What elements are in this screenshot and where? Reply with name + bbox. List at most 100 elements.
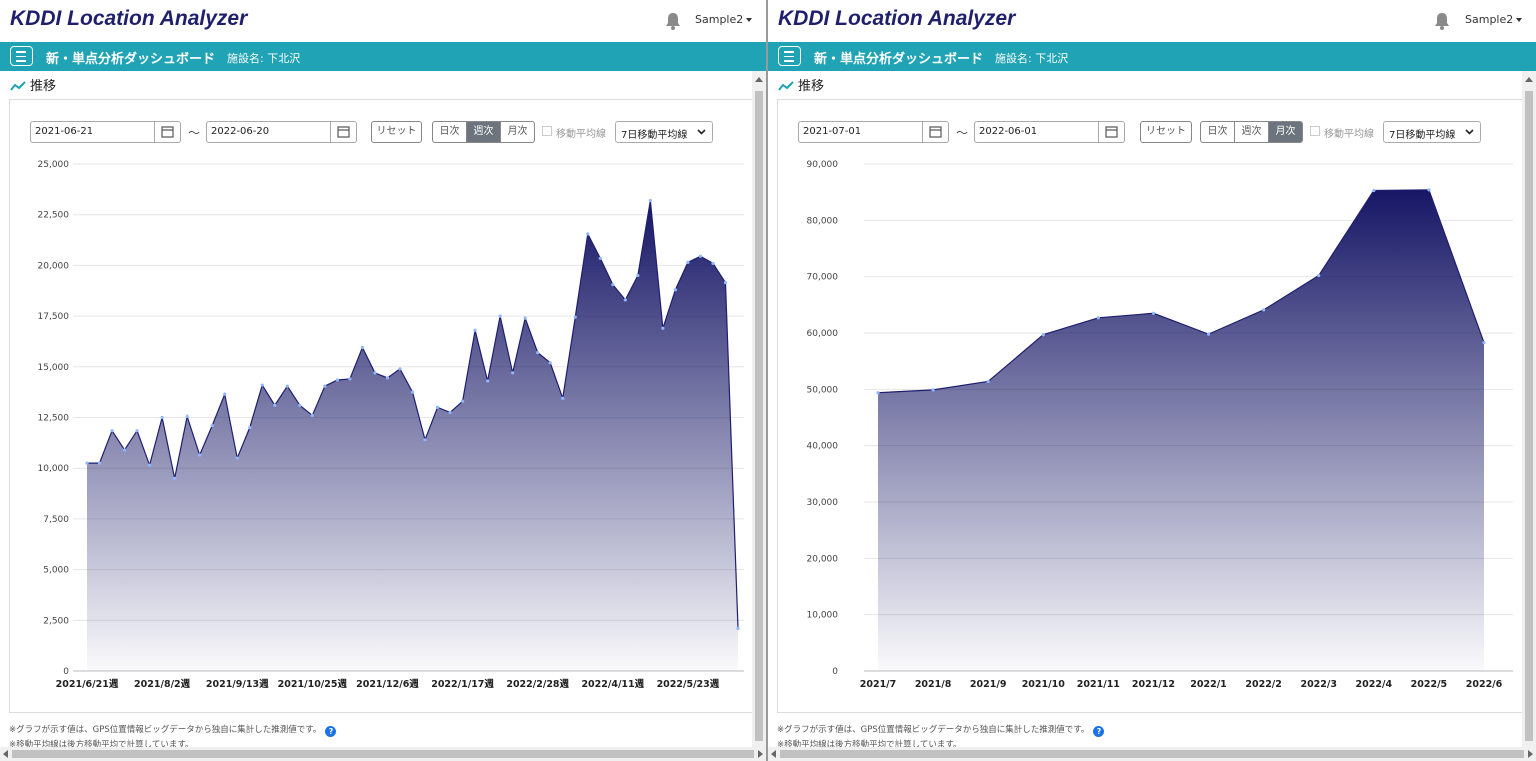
app-logo[interactable]: KDDI Location Analyzer: [778, 7, 1016, 30]
data-point: [561, 396, 565, 400]
main-content: 推移 2021-07-01 ～ 2022-06-01 リセット 日次 週次 月次: [768, 71, 1522, 747]
section-title: 推移: [778, 75, 824, 94]
granularity-daily[interactable]: 日次: [1207, 126, 1228, 137]
calendar-icon[interactable]: [1098, 122, 1124, 142]
data-point: [122, 448, 127, 452]
data-point: [298, 403, 302, 407]
top-bar: KDDI Location Analyzer Sample2: [768, 0, 1536, 42]
granularity-weekly[interactable]: 週次: [466, 122, 500, 142]
scroll-left-icon[interactable]: [771, 750, 776, 758]
granularity-weekly[interactable]: 週次: [1234, 122, 1268, 142]
data-point: [335, 378, 339, 382]
bell-icon[interactable]: [1433, 11, 1451, 31]
y-tick-label: 20,000: [807, 554, 839, 564]
x-tick-label: 2021/7: [860, 679, 897, 690]
app-logo[interactable]: KDDI Location Analyzer: [10, 7, 248, 30]
start-date-input[interactable]: 2021-07-01: [798, 121, 949, 143]
pane-divider[interactable]: [766, 0, 768, 761]
moving-average-note: ※移動平均線は後方移動平均で計算しています。: [9, 740, 194, 747]
data-point: [623, 298, 627, 302]
end-date-input[interactable]: 2022-06-20: [206, 121, 357, 143]
y-tick-label: 40,000: [807, 442, 839, 452]
granularity-toggle[interactable]: 日次 週次 月次: [1200, 121, 1303, 143]
calendar-icon[interactable]: [922, 122, 948, 142]
scrollbar-thumb[interactable]: [755, 91, 763, 741]
y-tick-label: 10,000: [38, 464, 70, 474]
moving-average-checkbox[interactable]: [1310, 126, 1320, 136]
scrollbar-thumb[interactable]: [780, 750, 1524, 758]
data-point: [673, 288, 678, 292]
start-date-input[interactable]: 2021-06-21: [30, 121, 181, 143]
y-tick-label: 25,000: [38, 160, 70, 170]
end-date-input[interactable]: 2022-06-01: [974, 121, 1125, 143]
granularity-monthly[interactable]: 月次: [1268, 122, 1302, 142]
calendar-icon[interactable]: [330, 122, 356, 142]
scroll-right-icon[interactable]: [1528, 750, 1533, 758]
reset-button[interactable]: リセット: [1140, 121, 1192, 143]
chevron-down-icon: [1465, 129, 1474, 135]
data-point: [686, 260, 690, 264]
data-point: [135, 429, 139, 433]
chevron-down-icon: [1516, 18, 1523, 22]
scrollbar-thumb[interactable]: [12, 750, 754, 758]
granularity-monthly[interactable]: 月次: [500, 122, 534, 142]
data-point: [110, 429, 114, 433]
data-point: [573, 315, 577, 319]
user-menu[interactable]: Sample2: [695, 13, 753, 26]
scroll-left-icon[interactable]: [3, 750, 8, 758]
data-point: [323, 384, 327, 388]
scroll-right-icon[interactable]: [758, 750, 763, 758]
x-tick-label: 2022/4: [1356, 679, 1393, 690]
user-menu[interactable]: Sample2: [1465, 13, 1523, 26]
hamburger-menu-button[interactable]: [10, 46, 33, 66]
x-tick-label: 2021/12/6週: [356, 678, 419, 690]
x-tick-label: 2021/8: [915, 679, 952, 690]
top-bar: KDDI Location Analyzer Sample2: [0, 0, 766, 42]
data-point: [460, 399, 465, 403]
moving-average-select[interactable]: 7日移動平均線: [615, 121, 713, 143]
vertical-scrollbar[interactable]: [1522, 71, 1536, 747]
data-point: [1096, 316, 1100, 320]
data-point: [360, 345, 365, 350]
main-content: 推移 2021-06-21 ～ 2022-06-20 リセット 日次 週次 月次: [0, 71, 752, 747]
chevron-down-icon: [697, 129, 706, 135]
user-name: Sample2: [1465, 13, 1514, 26]
granularity-toggle[interactable]: 日次 週次 月次: [432, 121, 535, 143]
x-tick-label: 2022/5/23週: [657, 678, 720, 690]
calendar-icon[interactable]: [154, 122, 180, 142]
end-date-value: 2022-06-01: [979, 126, 1038, 137]
horizontal-scrollbar[interactable]: [768, 747, 1536, 761]
bell-icon[interactable]: [664, 11, 682, 31]
x-tick-label: 2021/8/2週: [134, 678, 191, 690]
scroll-up-icon[interactable]: [1525, 77, 1533, 82]
data-point: [698, 254, 703, 258]
data-point: [661, 326, 665, 330]
y-tick-label: 12,500: [38, 414, 70, 424]
x-tick-label: 2021/9: [970, 679, 1007, 690]
data-point: [586, 232, 590, 236]
horizontal-scrollbar[interactable]: [0, 747, 766, 761]
data-point: [97, 461, 102, 465]
section-title-text: 推移: [798, 79, 825, 94]
scrollbar-thumb[interactable]: [1525, 91, 1533, 741]
y-tick-label: 60,000: [807, 329, 839, 339]
data-point: [223, 392, 227, 396]
x-tick-label: 2021/10/25週: [278, 678, 348, 690]
data-point: [473, 328, 477, 332]
scroll-up-icon[interactable]: [755, 77, 763, 82]
y-tick-label: 10,000: [807, 611, 839, 621]
vertical-scrollbar[interactable]: [752, 71, 766, 747]
help-icon[interactable]: ?: [325, 726, 337, 737]
hamburger-menu-button[interactable]: [778, 46, 801, 66]
moving-average-checkbox[interactable]: [542, 126, 552, 136]
y-tick-label: 22,500: [38, 211, 70, 221]
help-icon[interactable]: ?: [1093, 726, 1105, 737]
x-tick-label: 2022/3: [1300, 679, 1337, 690]
page-title: 新・単点分析ダッシュボード: [46, 52, 216, 67]
x-tick-label: 2021/10: [1022, 679, 1066, 690]
granularity-daily[interactable]: 日次: [439, 126, 460, 137]
y-tick-label: 17,500: [38, 312, 70, 322]
moving-average-select[interactable]: 7日移動平均線: [1383, 121, 1481, 143]
data-point: [986, 379, 990, 384]
reset-button[interactable]: リセット: [371, 121, 422, 143]
